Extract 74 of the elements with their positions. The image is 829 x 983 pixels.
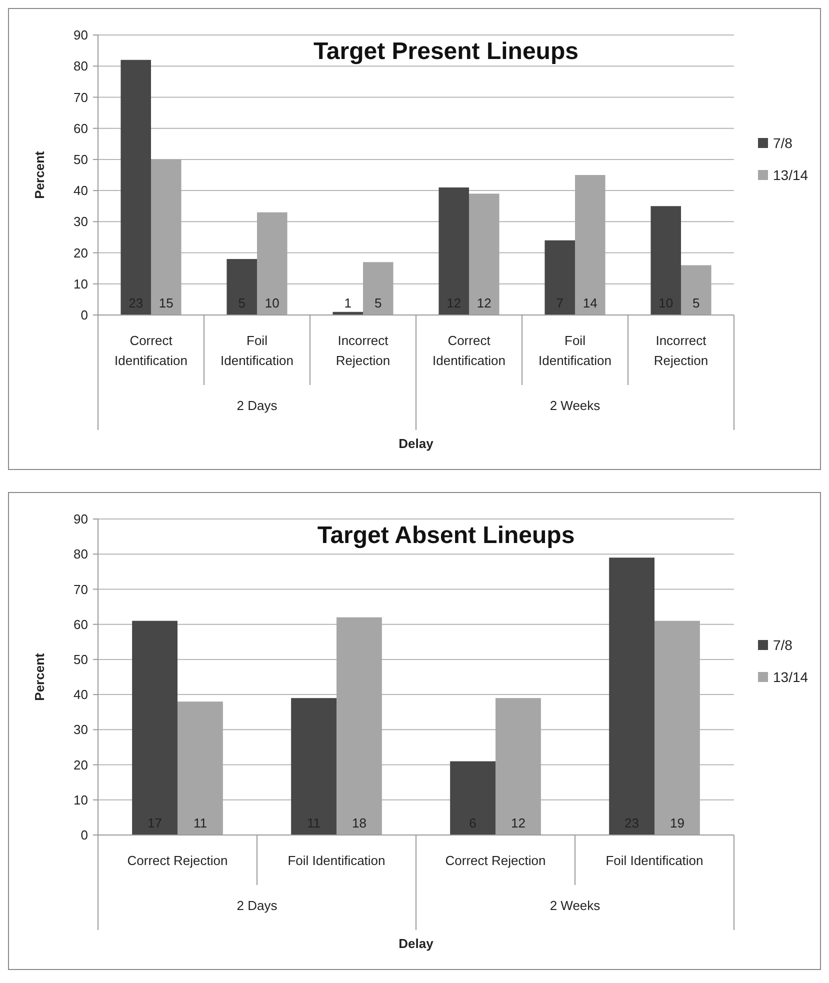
- annotation: 5: [692, 296, 700, 311]
- annotation: 14: [582, 296, 598, 311]
- bar: [226, 259, 257, 315]
- x-axis-title: Delay: [398, 436, 434, 451]
- annotation: 15: [158, 296, 174, 311]
- x-tick-label: Correct Rejection: [445, 853, 546, 868]
- y-tick-label: 70: [74, 582, 88, 597]
- bar: [650, 206, 681, 315]
- bar: [544, 240, 575, 315]
- text: 2 Days: [236, 398, 278, 413]
- y-tick-label: 90: [74, 28, 88, 43]
- x-tick-label: Correct Rejection: [127, 853, 228, 868]
- annotation: 11: [193, 816, 207, 831]
- bar: [654, 620, 700, 835]
- annotation: 10: [264, 296, 280, 311]
- y-tick-label: 10: [74, 792, 88, 808]
- bar: [120, 60, 151, 315]
- annotation: 12: [510, 816, 526, 831]
- y-tick-label: 0: [80, 828, 88, 843]
- text: 2 Weeks: [550, 898, 601, 913]
- x-tick-label: Foil Identification: [606, 853, 704, 868]
- y-tick-label: 10: [74, 276, 88, 292]
- y-axis-title: Percent: [32, 652, 47, 701]
- y-tick-label: 60: [74, 120, 88, 136]
- y-tick-label: 20: [74, 757, 88, 772]
- bar: [178, 702, 223, 835]
- bar: [496, 698, 541, 835]
- bar: [681, 265, 712, 315]
- y-tick-label: 30: [74, 722, 88, 738]
- x-tick-label: Incorrect Rejection: [336, 333, 390, 368]
- annotation: 12: [476, 296, 492, 311]
- y-tick-label: 80: [74, 58, 88, 74]
- y-axis-title: Percent: [32, 150, 47, 199]
- bar: [151, 159, 182, 315]
- bar: [575, 175, 606, 315]
- legend-label: 13/14: [773, 166, 808, 183]
- annotation: 18: [352, 816, 366, 831]
- chart-title: Target Absent Lineups: [317, 522, 575, 549]
- x-tick-label: Correct Identification: [432, 333, 506, 368]
- x-tick-label: Foil Identification: [288, 853, 386, 868]
- bar: [438, 187, 469, 315]
- x-tick-label: Foil Identification: [538, 333, 612, 368]
- legend-label: 7/8: [773, 134, 793, 151]
- bar: [450, 761, 496, 835]
- y-tick-label: 30: [74, 214, 88, 230]
- x-tick-label: Incorrect Rejection: [654, 333, 708, 368]
- bar: [257, 212, 288, 315]
- chart-title: Target Present Lineups: [314, 38, 578, 65]
- y-tick-label: 0: [80, 308, 88, 323]
- x-axis-title: Delay: [398, 936, 434, 951]
- text: 2 Days: [236, 898, 278, 913]
- y-tick-label: 70: [74, 90, 88, 105]
- y-tick-label: 60: [74, 616, 88, 632]
- bar: [336, 617, 382, 835]
- bar: [132, 620, 178, 835]
- x-tick-label: Correct Identification: [114, 333, 188, 368]
- bar: [291, 698, 336, 835]
- annotation: 5: [374, 296, 382, 311]
- text: 2 Weeks: [550, 398, 601, 413]
- y-tick-label: 50: [74, 152, 88, 167]
- y-tick-label: 90: [74, 512, 88, 527]
- y-tick-label: 40: [74, 183, 88, 198]
- annotation: 1: [344, 296, 352, 311]
- annotation: 19: [670, 816, 684, 831]
- bar: [609, 558, 654, 835]
- legend-label: 13/14: [773, 668, 808, 685]
- bar: [469, 194, 500, 315]
- y-tick-label: 40: [74, 687, 88, 702]
- x-tick-label: Foil Identification: [220, 333, 294, 368]
- bar: [363, 262, 394, 315]
- y-tick-label: 80: [74, 546, 88, 562]
- legend-label: 7/8: [773, 636, 793, 653]
- y-tick-label: 50: [74, 652, 88, 667]
- y-tick-label: 20: [74, 245, 88, 260]
